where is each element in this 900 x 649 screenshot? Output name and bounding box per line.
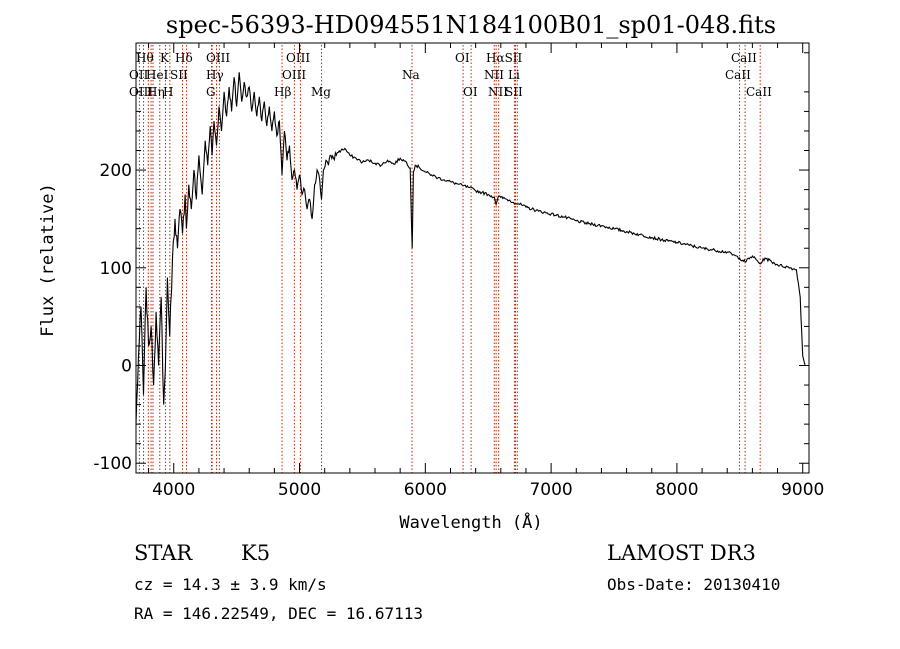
marker-label: OI (455, 51, 470, 65)
y-tick-label: 100 (100, 259, 132, 279)
marker-label: OIII (129, 85, 153, 99)
x-axis-label: Wavelength (Å) (399, 511, 542, 533)
marker-label: CaII (731, 51, 757, 65)
object-subclass: K5 (241, 541, 270, 565)
x-tick-label: 9000 (781, 480, 824, 500)
marker-label: OI (463, 85, 478, 99)
redshift-line: cz = 14.3 ± 3.9 km/s (134, 575, 327, 594)
marker-label: SII (170, 68, 188, 82)
marker-label: Hβ (274, 85, 291, 99)
marker-label: NII (488, 85, 508, 99)
marker-label: OIII (286, 51, 310, 65)
obs-date: Obs-Date: 20130410 (607, 575, 780, 594)
y-tick-label: 200 (100, 161, 132, 181)
marker-label: K (160, 51, 170, 65)
object-class: STAR (134, 541, 193, 565)
marker-label: HαSII (486, 51, 523, 65)
x-tick-label: 4000 (152, 480, 195, 500)
marker-label: Mg (311, 85, 331, 99)
line-marker-labels: Hθ K Hδ OIII OIII OI HαSII CaII OII HeI … (129, 51, 772, 99)
marker-label: OIII (282, 68, 306, 82)
marker-label: Li (508, 68, 520, 82)
x-tick-label: 5000 (278, 480, 321, 500)
y-tick-label: -100 (93, 454, 132, 474)
marker-label: OII (129, 68, 149, 82)
x-tick-label: 6000 (404, 480, 447, 500)
marker-label: HeI (146, 68, 169, 82)
marker-label: Hθ (136, 51, 154, 65)
x-axis-ticks: 4000 5000 6000 7000 8000 9000 (148, 43, 824, 500)
line-markers (138, 45, 761, 473)
marker-label: H (163, 85, 173, 99)
marker-label: CaII (746, 85, 772, 99)
marker-label: SII (505, 85, 523, 99)
marker-label: CaII (725, 68, 751, 82)
marker-label: Hη (147, 85, 165, 99)
marker-label: NII (484, 68, 504, 82)
plot-frame (135, 42, 810, 474)
y-axis-ticks: -100 0 100 200 (93, 52, 809, 474)
y-tick-label: 0 (121, 357, 132, 377)
marker-label: Hγ (206, 68, 224, 82)
coords-line: RA = 146.22549, DEC = 16.67113 (134, 604, 423, 623)
survey-name: LAMOST DR3 (607, 541, 756, 565)
x-tick-label: 7000 (529, 480, 572, 500)
chart-title: spec-56393-HD094551N184100B01_sp01-048.f… (166, 11, 776, 39)
marker-label: Na (402, 68, 420, 82)
spectrum-line (135, 72, 806, 425)
marker-label: G (206, 85, 216, 99)
y-axis-label: Flux (relative) (38, 183, 58, 337)
marker-label: OIII (206, 51, 230, 65)
marker-label: Hδ (175, 51, 193, 65)
x-tick-label: 8000 (655, 480, 698, 500)
